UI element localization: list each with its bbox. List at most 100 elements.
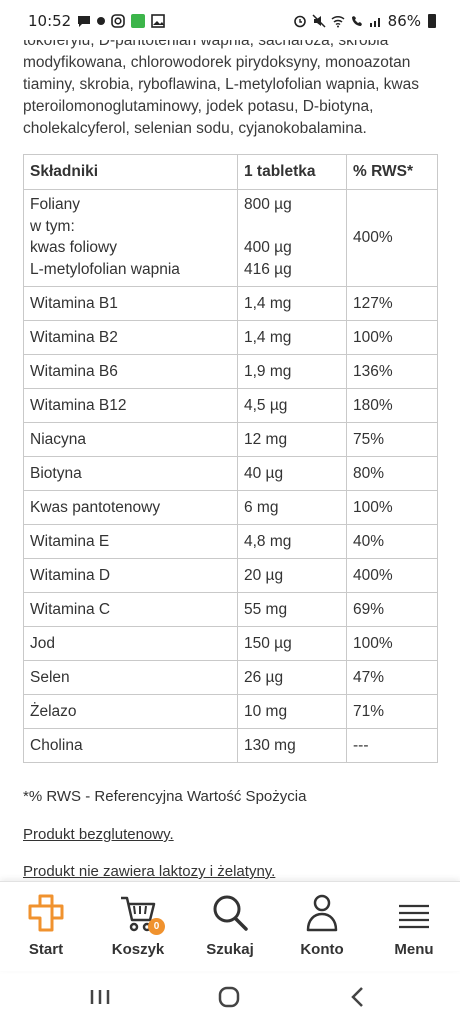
- row-amount: 40 µg: [237, 456, 347, 491]
- table-row: Witamina D 20 µg 400%: [23, 558, 438, 593]
- recent-apps-icon[interactable]: [80, 982, 120, 1012]
- start-logo-icon: [28, 894, 64, 932]
- header-ingredient: Składniki: [23, 154, 238, 190]
- row-rws: 136%: [346, 354, 438, 389]
- cart-count-badge: 0: [148, 918, 165, 935]
- row-rws: 180%: [346, 388, 438, 423]
- row-name: Kwas pantotenowy: [23, 490, 238, 525]
- row-name: Biotyna: [23, 456, 238, 491]
- row-rws: 71%: [346, 694, 438, 729]
- folate-amount-line: 416 µg: [244, 260, 292, 278]
- row-amount: 1,9 mg: [237, 354, 347, 389]
- table-row: Jod 150 µg 100%: [23, 626, 438, 661]
- table-row: Cholina 130 mg ---: [23, 728, 438, 763]
- nav-menu[interactable]: Menu: [368, 882, 460, 971]
- ingredients-text: tokoferylu, D-pantotenian wapnia, sachar…: [23, 32, 419, 137]
- wifi-icon: [331, 15, 345, 28]
- system-navigation-bar: [0, 970, 460, 1024]
- row-name: Cholina: [23, 728, 238, 763]
- table-row: Witamina B1 1,4 mg 127%: [23, 286, 438, 321]
- row-rws: 40%: [346, 524, 438, 559]
- row-rws: 75%: [346, 422, 438, 457]
- table-row: Kwas pantotenowy 6 mg 100%: [23, 490, 438, 525]
- folate-name-line: kwas foliowy: [30, 239, 117, 256]
- nav-cart-label: Koszyk: [111, 941, 165, 958]
- row-amount: 26 µg: [237, 660, 347, 695]
- row-rws: 100%: [346, 490, 438, 525]
- nav-search-label: Szukaj: [206, 941, 254, 958]
- row-rws: 127%: [346, 286, 438, 321]
- row-name: Witamina E: [23, 524, 238, 559]
- row-amount: 55 mg: [237, 592, 347, 627]
- folate-amount-line: 400 µg: [244, 239, 292, 256]
- folate-name-line: w tym:: [30, 217, 75, 235]
- nav-search[interactable]: Szukaj: [184, 882, 276, 971]
- table-row: Witamina B12 4,5 µg 180%: [23, 388, 438, 423]
- bottom-navigation: Start 0 Koszyk Szukaj Konto Menu: [0, 881, 460, 971]
- image-icon: [151, 14, 166, 28]
- lactose-free-link[interactable]: Produkt nie zawiera laktozy i żelatyny.: [23, 863, 276, 880]
- back-icon[interactable]: [338, 982, 378, 1012]
- row-name: Witamina B12: [23, 388, 238, 423]
- row-name: Selen: [23, 660, 238, 695]
- row-name: Witamina C: [23, 592, 238, 627]
- folate-name-line: L-metylofolian wapnia: [30, 260, 180, 278]
- row-name: Jod: [23, 626, 238, 661]
- row-rws: 47%: [346, 660, 438, 695]
- row-rws: ---: [346, 728, 438, 763]
- row-name: Witamina B2: [23, 320, 238, 355]
- table-row: Selen 26 µg 47%: [23, 660, 438, 695]
- battery-percent: 86%: [387, 12, 421, 30]
- table-header-row: Składniki 1 tabletka % RWS*: [23, 154, 438, 190]
- row-amount: 6 mg: [237, 490, 347, 525]
- wifi-calling-icon: [351, 16, 362, 26]
- row-name: Witamina B6: [23, 354, 238, 389]
- hamburger-menu-icon: [399, 904, 429, 929]
- row-name: Żelazo: [23, 694, 238, 729]
- cart-icon: [121, 896, 156, 932]
- chat-icon: [78, 16, 91, 27]
- row-amount: 20 µg: [237, 558, 347, 593]
- table-row: Witamina B6 1,9 mg 136%: [23, 354, 438, 389]
- alarm-clock-icon: [293, 15, 306, 28]
- account-icon: [306, 894, 338, 932]
- gluten-free-link[interactable]: Produkt bezglutenowy.: [23, 826, 174, 843]
- header-per-tablet: 1 tabletka: [237, 154, 347, 190]
- row-amount: 1,4 mg: [237, 286, 347, 321]
- table-row: Witamina C 55 mg 69%: [23, 592, 438, 627]
- row-name: Niacyna: [23, 422, 238, 457]
- row-amount: 4,8 mg: [237, 524, 347, 559]
- folate-rws-cell: 400%: [346, 189, 438, 287]
- header-rws: % RWS*: [346, 154, 438, 190]
- nav-account[interactable]: Konto: [276, 882, 368, 971]
- row-rws: 100%: [346, 626, 438, 661]
- search-icon: [213, 895, 248, 931]
- table-row: Żelazo 10 mg 71%: [23, 694, 438, 729]
- status-left: 10:52: [28, 12, 166, 30]
- table-row: Witamina E 4,8 mg 40%: [23, 524, 438, 559]
- row-name: Witamina D: [23, 558, 238, 593]
- status-bar: 10:52 86%: [0, 0, 460, 40]
- mute-icon: [312, 14, 326, 28]
- row-name: Witamina B1: [23, 286, 238, 321]
- table-row: Biotyna 40 µg 80%: [23, 456, 438, 491]
- row-amount: 10 mg: [237, 694, 347, 729]
- table-row: Niacyna 12 mg 75%: [23, 422, 438, 457]
- row-rws: 69%: [346, 592, 438, 627]
- home-icon[interactable]: [209, 982, 249, 1012]
- row-amount: 4,5 µg: [237, 388, 347, 423]
- row-amount: 130 mg: [237, 728, 347, 763]
- status-time: 10:52: [28, 12, 72, 30]
- row-amount: 12 mg: [237, 422, 347, 457]
- row-amount: 1,4 mg: [237, 320, 347, 355]
- instagram-icon: [111, 14, 126, 28]
- nav-cart[interactable]: 0 Koszyk: [92, 882, 184, 971]
- folate-amount-line: 800 µg: [244, 196, 292, 213]
- row-rws: 80%: [346, 456, 438, 491]
- row-rws: 100%: [346, 320, 438, 355]
- row-rws: 400%: [346, 558, 438, 593]
- nav-start[interactable]: Start: [0, 882, 92, 971]
- green-app-icon: [131, 14, 146, 28]
- folate-amount-cell: 800 µg 400 µg 416 µg: [237, 189, 347, 287]
- nav-account-label: Konto: [300, 941, 344, 958]
